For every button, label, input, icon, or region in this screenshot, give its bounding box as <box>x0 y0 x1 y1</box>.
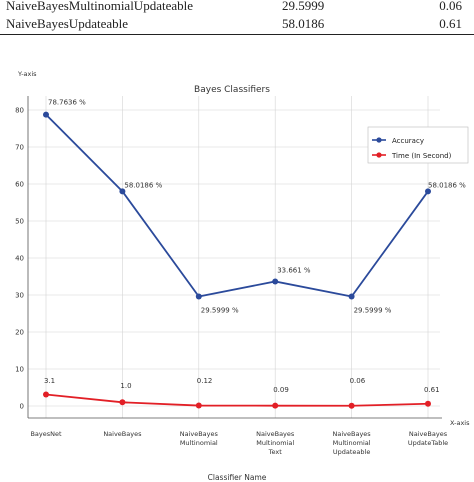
legend-accuracy-marker <box>376 137 382 143</box>
data-label: 0.06 <box>350 377 366 385</box>
x-tick-label: NaiveBayes <box>180 430 219 438</box>
series-layer: 78.7636 % 58.0186 % 29.5999 % 33.661 % 29.59… <box>43 99 466 409</box>
table-row: NaiveBayesMultinomialUpdateable 29.5999 … <box>0 0 474 14</box>
data-point <box>425 188 431 195</box>
data-point <box>348 402 355 409</box>
accuracy-cell: 58.0186 <box>282 16 325 31</box>
x-tick-label: NaiveBayes <box>103 430 142 438</box>
data-label: 29.5999 % <box>201 306 239 314</box>
y-tick-label: 60 <box>15 181 24 189</box>
x-axis-tag: X-axis <box>450 419 470 427</box>
legend-time-label: Time (In Second) <box>391 152 452 160</box>
x-tick-label: NaiveBayes <box>256 430 295 438</box>
chart-title: Bayes Classifiers <box>194 85 270 95</box>
data-label: 3.1 <box>44 377 55 385</box>
data-label: 29.5999 % <box>354 306 392 314</box>
table-bottom-rule <box>0 34 474 35</box>
y-tick-label: 10 <box>15 366 24 374</box>
y-tick-label: 70 <box>15 144 24 152</box>
table-row: NaiveBayesUpdateable 58.0186 0.61 <box>0 16 474 32</box>
y-tick-label: 0 <box>20 403 24 411</box>
time-cell: 0.06 <box>439 0 462 13</box>
y-tick-label: 80 <box>15 107 24 115</box>
legend-box <box>367 126 469 164</box>
y-tick-label: 50 <box>15 218 24 226</box>
data-label: 58.0186 % <box>124 181 162 189</box>
classifier-name-cell: NaiveBayesUpdateable <box>6 16 129 31</box>
series-line-accuracy <box>45 113 429 298</box>
data-point <box>119 399 126 406</box>
data-label: 1.0 <box>120 382 131 390</box>
x-tick-label: Multinomial <box>333 439 371 447</box>
x-tick-label: BayesNet <box>30 430 62 438</box>
x-tick-label: NaiveBayes <box>333 430 372 438</box>
y-axis-tag: Y-axis <box>17 70 37 78</box>
series-line-time <box>45 393 429 407</box>
x-axis-title: Classifier Name <box>208 473 267 482</box>
data-point <box>43 111 49 118</box>
legend: Accuracy Time (In Second) <box>367 126 469 164</box>
axis-layer: 0 10 20 30 40 50 60 70 80 BayesNet NaiveBayes Naive… <box>15 96 448 456</box>
data-point <box>348 293 355 300</box>
data-point <box>195 293 202 300</box>
legend-time-marker <box>376 152 382 158</box>
y-tick-label: 40 <box>15 255 24 263</box>
data-label: 0.12 <box>197 377 213 385</box>
data-label: 0.09 <box>273 386 289 394</box>
x-tick-label: Updateable <box>333 448 370 456</box>
data-label: 33.661 % <box>277 266 311 274</box>
x-tick-label: NaiveBayes <box>409 430 448 438</box>
data-point <box>43 391 49 398</box>
x-tick-label: Text <box>268 448 283 456</box>
data-label: 58.0186 % <box>428 181 466 189</box>
data-point <box>272 402 279 409</box>
time-cell: 0.61 <box>439 16 462 31</box>
classifier-name-cell: NaiveBayesMultinomialUpdateable <box>6 0 194 13</box>
legend-accuracy-label: Accuracy <box>392 137 424 145</box>
x-tick-label: Multinomial <box>256 439 294 447</box>
data-point <box>195 402 202 409</box>
data-label: 0.61 <box>424 386 440 394</box>
data-label: 78.7636 % <box>48 99 86 107</box>
x-tick-label: UpdateTable <box>408 439 448 447</box>
y-tick-label: 30 <box>15 292 24 300</box>
data-point <box>119 188 126 195</box>
x-tick-label: Multinomial <box>180 439 218 447</box>
y-tick-label: 20 <box>15 329 24 337</box>
accuracy-cell: 29.5999 <box>282 0 325 13</box>
data-point <box>425 400 431 407</box>
data-point <box>272 278 279 285</box>
